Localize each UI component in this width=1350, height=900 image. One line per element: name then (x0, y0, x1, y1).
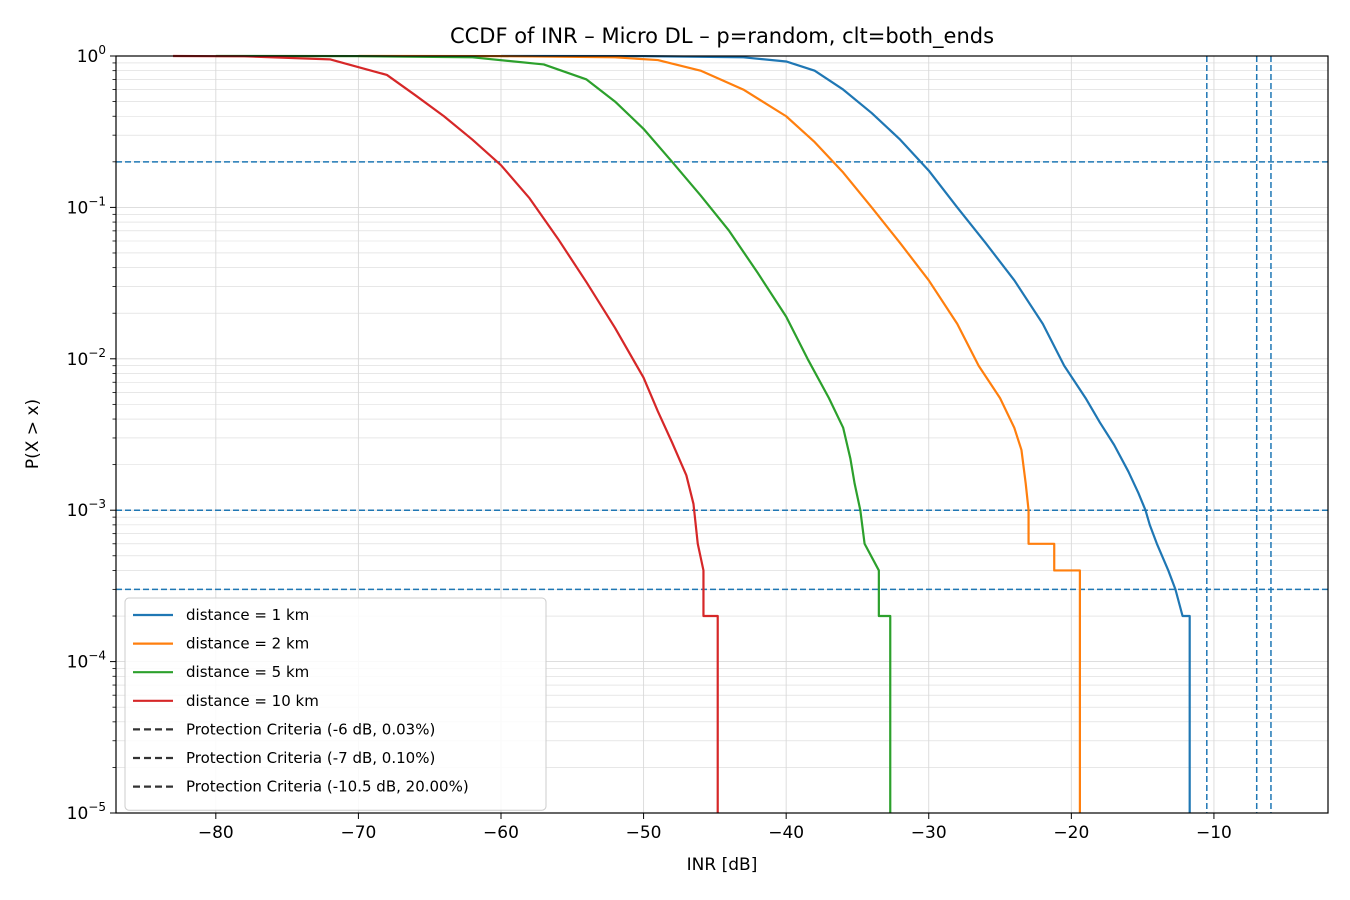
legend-box (124, 597, 547, 811)
plot-frame (115, 55, 1329, 814)
y-tick-label: 10−1 (67, 194, 106, 218)
series-line-3 (215, 54, 892, 813)
x-tick-label: −10 (1196, 823, 1232, 843)
y-tick-label: 10−3 (67, 497, 106, 521)
chart-title: CCDF of INR – Micro DL – p=random, clt=b… (450, 24, 994, 49)
legend-label: distance = 10 km (186, 692, 319, 710)
y-tick-label: 10−4 (67, 649, 106, 673)
x-tick-label: −50 (626, 823, 662, 843)
x-axis: −80 −70 −60 −50 −40 −30 −20 −10 (198, 813, 1232, 843)
y-tick-label: 10−2 (67, 346, 106, 370)
series-line-1 (500, 54, 1191, 813)
y-tick-label: 100 (77, 43, 106, 67)
legend-label: Protection Criteria (-10.5 dB, 20.00%) (186, 778, 469, 796)
x-tick-label: −20 (1053, 823, 1089, 843)
series-lines (173, 54, 1191, 813)
x-tick-label: −80 (198, 823, 234, 843)
x-tick-label: −30 (911, 823, 947, 843)
x-tick-label: −40 (768, 823, 804, 843)
x-tick-label: −70 (340, 823, 376, 843)
legend-label: Protection Criteria (-6 dB, 0.03%) (186, 720, 435, 738)
reference-lines (116, 56, 1328, 813)
legend-label: distance = 1 km (186, 606, 309, 624)
y-axis-label: P(X > x) (23, 399, 43, 469)
y-axis: 100 10−1 10−2 10−3 10−4 10−5 (67, 43, 116, 824)
legend-label: distance = 2 km (186, 635, 309, 653)
x-axis-label: INR [dB] (687, 855, 758, 875)
y-tick-label: 10−5 (67, 800, 106, 824)
legend: distance = 1 km distance = 2 km distance =… (124, 597, 547, 811)
series-line-4 (173, 54, 719, 813)
x-tick-label: −60 (483, 823, 519, 843)
series-line-2 (358, 54, 1081, 813)
legend-label: Protection Criteria (-7 dB, 0.10%) (186, 749, 435, 767)
legend-label: distance = 5 km (186, 663, 309, 681)
